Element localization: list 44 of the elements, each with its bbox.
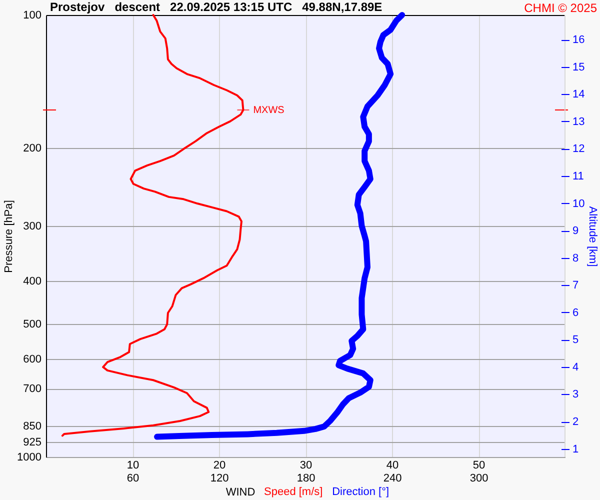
- y2-tick-label: 10: [572, 198, 585, 210]
- y2-tick-label: 5: [572, 334, 579, 346]
- x-tick-label: 50: [472, 460, 486, 472]
- y2-tick-label: 4: [572, 361, 579, 374]
- y2-tick-label: 15: [572, 61, 585, 74]
- y-tick-label: 200: [23, 142, 42, 155]
- y-tick-label: 500: [23, 318, 42, 330]
- y2-tick-label: 9: [572, 225, 579, 238]
- text: CHMI © 2025: [524, 1, 598, 15]
- y2-tick-label: 16: [572, 34, 585, 46]
- y-tick-label: 100: [23, 10, 42, 22]
- text: Speed [m/s]: [264, 486, 323, 498]
- x-tick-label: 20: [213, 460, 226, 472]
- y-tick-label: 700: [23, 383, 42, 396]
- y2-tick-label: 13: [572, 116, 585, 128]
- y2-tick-label: 12: [572, 143, 585, 156]
- x-tick-label: 30: [300, 460, 312, 472]
- y2-tick-label: 8: [572, 252, 579, 264]
- y2-tick-label: 7: [572, 280, 579, 292]
- y-tick-label: 600: [23, 353, 42, 366]
- y2-tick-label: 3: [572, 388, 579, 401]
- x2-tick-label: 180: [296, 472, 316, 484]
- x-tick-label: 40: [386, 460, 399, 472]
- x-axis-title: WIND: [226, 486, 256, 498]
- x2-tick-label: 240: [383, 472, 402, 484]
- y2-tick-label: 14: [572, 88, 585, 101]
- x-tick-label: 10: [126, 460, 140, 472]
- y2-tick-label: 11: [572, 170, 584, 182]
- y2-tick-label: 1: [572, 443, 579, 456]
- y-tick-label: 850: [23, 420, 42, 432]
- y2-tick-label: 6: [572, 306, 579, 319]
- y-tick-label: 1000: [17, 452, 42, 464]
- x2-tick-label: 60: [126, 472, 140, 484]
- y-tick-label: 400: [23, 276, 42, 288]
- y-tick-label: 925: [23, 436, 42, 449]
- y-tick-label: 300: [23, 220, 42, 232]
- annotation: MXWS: [253, 104, 285, 116]
- y2-tick-label: 2: [572, 416, 579, 428]
- y-axis-title: Pressure [hPa]: [3, 200, 16, 273]
- x2-tick-label: 120: [210, 472, 229, 484]
- x2-tick-label: 300: [470, 472, 488, 484]
- y2-axis-title: Altitude [km]: [586, 206, 599, 267]
- chart-title: Prostejov descent 22.09.2025 13:15 UTC 49.88N,17.89E: [50, 0, 382, 14]
- text: Direction [°]: [332, 486, 390, 498]
